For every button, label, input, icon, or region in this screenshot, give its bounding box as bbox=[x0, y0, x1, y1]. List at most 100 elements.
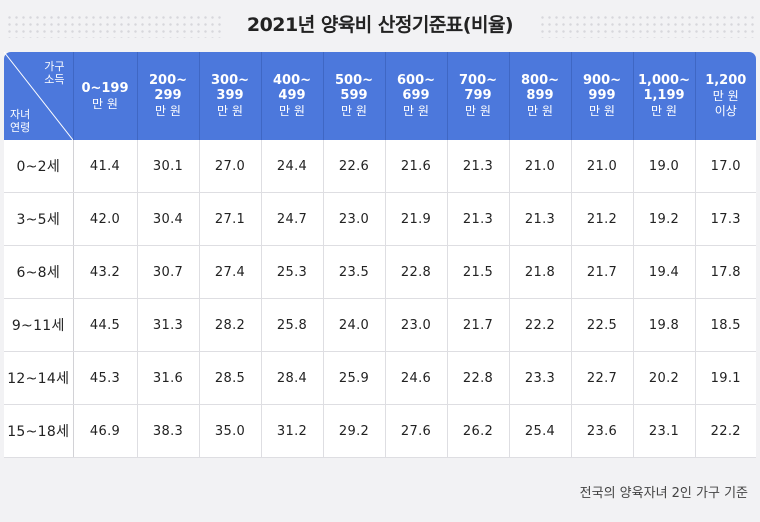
ratio-cell: 21.8 bbox=[509, 245, 572, 299]
table-body: 0~2세 41.4 30.1 27.0 24.4 22.6 21.6 21.3 21.0 21.0… bbox=[4, 140, 756, 458]
income-unit: 만 원 bbox=[651, 104, 677, 118]
table-row: 12~14세 45.3 31.6 28.5 28.4 25.9 24.6 22.8 23.3 22… bbox=[4, 351, 756, 405]
ratio-cell: 45.3 bbox=[73, 351, 138, 405]
table-row: 15~18세 46.9 38.3 35.0 31.2 29.2 27.6 26.2 25.4 23… bbox=[4, 404, 756, 458]
ratio-cell: 28.5 bbox=[199, 351, 262, 405]
ratio-cell: 23.1 bbox=[633, 404, 696, 458]
ratio-cell: 35.0 bbox=[199, 404, 262, 458]
ratio-cell: 23.6 bbox=[571, 404, 634, 458]
age-axis-label: 자녀 연령 bbox=[10, 108, 31, 134]
income-range: 0~199 bbox=[81, 80, 129, 96]
ratio-cell: 18.5 bbox=[695, 298, 756, 352]
ratio-cell: 21.3 bbox=[447, 192, 510, 246]
income-range: 400~ 499 bbox=[272, 73, 312, 103]
income-column-header: 700~ 799 만 원 bbox=[447, 52, 510, 140]
income-unit: 만 원 bbox=[155, 104, 181, 118]
income-column-header: 900~ 999 만 원 bbox=[571, 52, 634, 140]
ratio-cell: 27.4 bbox=[199, 245, 262, 299]
ratio-cell: 38.3 bbox=[137, 404, 200, 458]
income-unit: 만 원 bbox=[279, 104, 305, 118]
ratio-cell: 21.0 bbox=[571, 140, 634, 193]
ratio-cell: 21.3 bbox=[509, 192, 572, 246]
age-row-label: 6~8세 bbox=[4, 245, 74, 299]
income-unit: 만 원 bbox=[341, 104, 367, 118]
income-column-header: 500~ 599 만 원 bbox=[323, 52, 386, 140]
ratio-cell: 22.2 bbox=[509, 298, 572, 352]
income-column-header: 200~ 299 만 원 bbox=[137, 52, 200, 140]
ratio-cell: 30.7 bbox=[137, 245, 200, 299]
income-range: 1,000~ 1,199 bbox=[637, 73, 690, 103]
income-range: 300~ 399 bbox=[210, 73, 250, 103]
ratio-cell: 21.9 bbox=[385, 192, 448, 246]
ratio-cell: 22.5 bbox=[571, 298, 634, 352]
ratio-cell: 30.4 bbox=[137, 192, 200, 246]
ratio-cell: 17.8 bbox=[695, 245, 756, 299]
income-range: 900~ 999 bbox=[582, 73, 622, 103]
footnote: 전국의 양육자녀 2인 가구 기준 bbox=[579, 486, 748, 501]
corner-header: 가구 소득 자녀 연령 bbox=[4, 52, 74, 140]
ratio-cell: 23.0 bbox=[323, 192, 386, 246]
ratio-cell: 24.4 bbox=[261, 140, 324, 193]
income-range: 600~ 699 bbox=[396, 73, 436, 103]
income-range: 200~ 299 bbox=[148, 73, 188, 103]
income-unit: 만 원 이상 bbox=[712, 89, 739, 118]
income-column-header: 400~ 499 만 원 bbox=[261, 52, 324, 140]
ratio-cell: 19.2 bbox=[633, 192, 696, 246]
ratio-cell: 21.6 bbox=[385, 140, 448, 193]
ratio-cell: 21.2 bbox=[571, 192, 634, 246]
ratio-cell: 19.4 bbox=[633, 245, 696, 299]
ratio-cell: 27.0 bbox=[199, 140, 262, 193]
ratio-cell: 29.2 bbox=[323, 404, 386, 458]
age-row-label: 15~18세 bbox=[4, 404, 74, 458]
table-row: 0~2세 41.4 30.1 27.0 24.4 22.6 21.6 21.3 21.0 21.0… bbox=[4, 140, 756, 193]
ratio-cell: 28.4 bbox=[261, 351, 324, 405]
dot-pattern-decoration bbox=[6, 14, 221, 38]
diagonal-divider bbox=[4, 52, 73, 140]
ratio-cell: 28.2 bbox=[199, 298, 262, 352]
ratio-cell: 22.8 bbox=[447, 351, 510, 405]
ratio-cell: 41.4 bbox=[73, 140, 138, 193]
ratio-cell: 17.3 bbox=[695, 192, 756, 246]
age-row-label: 9~11세 bbox=[4, 298, 74, 352]
income-range: 500~ 599 bbox=[334, 73, 374, 103]
income-unit: 만 원 bbox=[589, 104, 615, 118]
ratio-cell: 21.0 bbox=[509, 140, 572, 193]
income-axis-label: 가구 소득 bbox=[44, 60, 65, 86]
ratio-cell: 31.3 bbox=[137, 298, 200, 352]
age-row-label: 0~2세 bbox=[4, 140, 74, 193]
ratio-cell: 17.0 bbox=[695, 140, 756, 193]
ratio-cell: 21.7 bbox=[571, 245, 634, 299]
ratio-cell: 27.1 bbox=[199, 192, 262, 246]
income-range: 700~ 799 bbox=[458, 73, 498, 103]
age-row-label: 12~14세 bbox=[4, 351, 74, 405]
income-unit: 만 원 bbox=[527, 104, 553, 118]
ratio-cell: 46.9 bbox=[73, 404, 138, 458]
ratio-cell: 25.3 bbox=[261, 245, 324, 299]
table-row: 9~11세 44.5 31.3 28.2 25.8 24.0 23.0 21.7 22.2 22.… bbox=[4, 298, 756, 352]
ratio-cell: 23.0 bbox=[385, 298, 448, 352]
income-unit: 만 원 bbox=[465, 104, 491, 118]
income-unit: 만 원 bbox=[92, 96, 118, 111]
ratio-cell: 26.2 bbox=[447, 404, 510, 458]
income-column-header: 600~ 699 만 원 bbox=[385, 52, 448, 140]
ratio-cell: 19.8 bbox=[633, 298, 696, 352]
ratio-cell: 22.8 bbox=[385, 245, 448, 299]
ratio-cell: 21.5 bbox=[447, 245, 510, 299]
ratio-cell: 22.6 bbox=[323, 140, 386, 193]
table-row: 3~5세 42.0 30.4 27.1 24.7 23.0 21.9 21.3 21.3 21.2… bbox=[4, 192, 756, 246]
page-title: 2021년 양육비 산정기준표(비율) bbox=[246, 14, 514, 36]
ratio-cell: 21.3 bbox=[447, 140, 510, 193]
ratio-cell: 22.7 bbox=[571, 351, 634, 405]
ratio-cell: 31.6 bbox=[137, 351, 200, 405]
income-unit: 만 원 bbox=[217, 104, 243, 118]
age-row-label: 3~5세 bbox=[4, 192, 74, 246]
ratio-cell: 23.3 bbox=[509, 351, 572, 405]
dot-pattern-decoration bbox=[539, 14, 754, 38]
table-row: 6~8세 43.2 30.7 27.4 25.3 23.5 22.8 21.5 21.8 21.7… bbox=[4, 245, 756, 299]
ratio-cell: 23.5 bbox=[323, 245, 386, 299]
income-column-header: 1,000~ 1,199 만 원 bbox=[633, 52, 696, 140]
title-row: 2021년 양육비 산정기준표(비율) bbox=[0, 0, 760, 52]
ratio-cell: 19.0 bbox=[633, 140, 696, 193]
ratio-cell: 25.8 bbox=[261, 298, 324, 352]
ratio-cell: 43.2 bbox=[73, 245, 138, 299]
